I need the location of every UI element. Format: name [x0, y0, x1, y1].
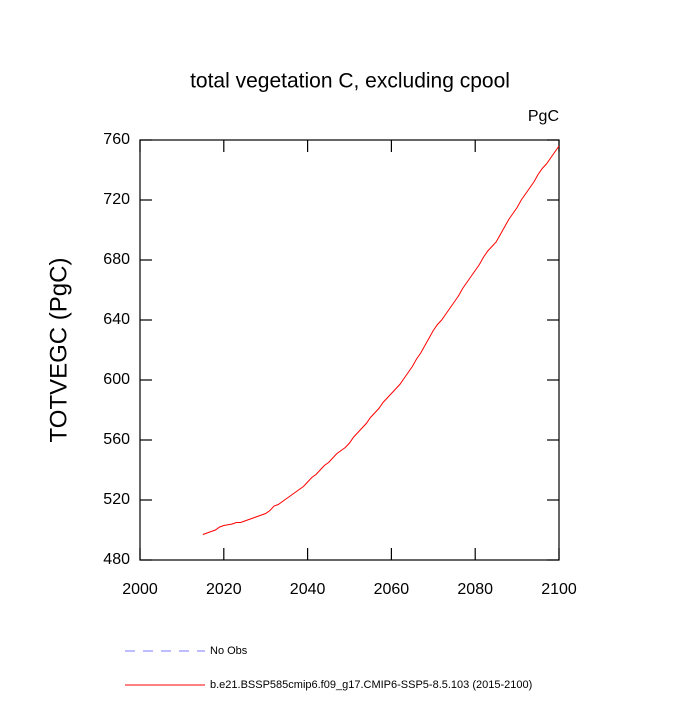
- x-tick-label: 2020: [206, 581, 242, 598]
- y-tick-label: 520: [103, 491, 130, 508]
- y-tick-label: 640: [103, 311, 130, 328]
- legend-label: No Obs: [210, 645, 248, 657]
- x-tick-label: 2100: [541, 581, 577, 598]
- x-tick-label: 2060: [374, 581, 410, 598]
- y-tick-label: 720: [103, 191, 130, 208]
- y-tick-label: 680: [103, 251, 130, 268]
- plot-frame: [139, 139, 560, 561]
- legend-label: b.e21.BSSP585cmip6.f09_g17.CMIP6-SSP5-8.…: [210, 679, 532, 691]
- data-line: [202, 145, 560, 535]
- y-tick-label: 560: [103, 431, 130, 448]
- y-axis-label: TOTVEGC (PgC): [45, 258, 72, 443]
- chart-title: total vegetation C, excluding cpool: [190, 70, 510, 93]
- units-label: PgC: [528, 108, 559, 125]
- y-tick-label: 600: [103, 371, 130, 388]
- x-tick-label: 2000: [122, 581, 158, 598]
- y-tick-label: 760: [103, 131, 130, 148]
- y-tick-label: 480: [103, 551, 130, 568]
- x-tick-label: 2080: [457, 581, 493, 598]
- x-tick-label: 2040: [290, 581, 326, 598]
